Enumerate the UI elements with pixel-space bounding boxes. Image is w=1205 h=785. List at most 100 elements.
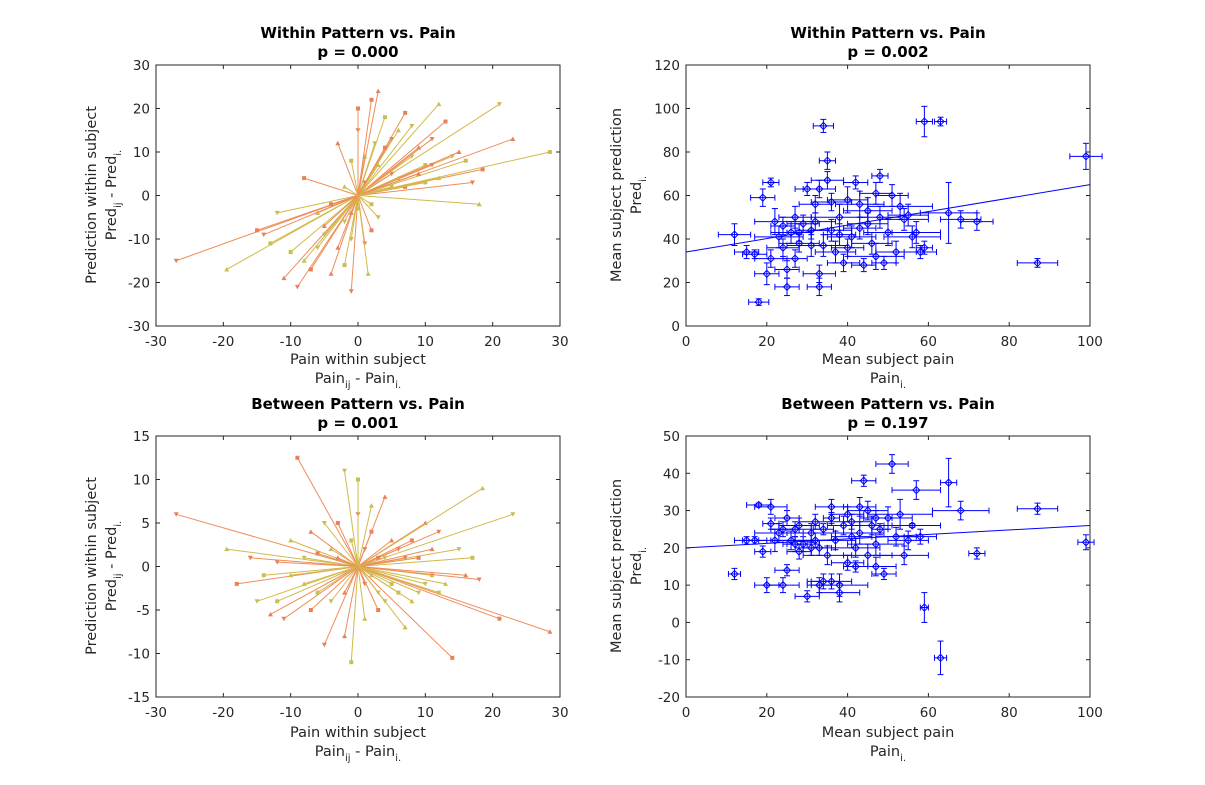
data-line xyxy=(357,566,426,585)
error-bar xyxy=(887,530,929,551)
data-point xyxy=(1033,504,1042,513)
error-bar xyxy=(810,573,869,597)
data-point xyxy=(224,546,230,552)
data-point xyxy=(255,228,259,233)
data-point xyxy=(375,88,381,94)
error-bar xyxy=(782,249,808,268)
subplot-between-scatter: Between Pattern vs. Pain p = 0.001 -30 -2… xyxy=(84,395,569,764)
data-line xyxy=(357,182,366,196)
data-point xyxy=(267,611,273,617)
subplot-2-title: Within Pattern vs. Pain xyxy=(790,24,985,42)
data-point xyxy=(835,230,844,239)
data-point xyxy=(815,184,824,194)
data-line xyxy=(310,531,359,567)
x-tick-label: 100 xyxy=(1077,334,1103,350)
data-point xyxy=(847,232,856,242)
error-bar xyxy=(940,457,958,508)
data-point xyxy=(782,282,792,292)
data-point xyxy=(811,536,820,545)
data-point xyxy=(912,485,921,495)
data-point xyxy=(895,510,905,519)
data-point xyxy=(436,590,441,595)
data-point xyxy=(730,569,739,579)
error-bar xyxy=(847,500,889,521)
y-tick-label: 40 xyxy=(663,232,680,248)
data-point xyxy=(389,184,395,190)
x-tick-label: -20 xyxy=(212,334,234,350)
error-bar xyxy=(782,536,808,553)
subplot-4-ylabel2: Predi. xyxy=(629,547,649,585)
subplot-3-ylabel: Prediction within subject xyxy=(84,477,100,655)
data-point xyxy=(766,178,776,187)
data-point xyxy=(827,577,836,586)
data-point xyxy=(274,210,280,216)
data-point xyxy=(349,660,354,665)
data-point xyxy=(395,127,401,133)
data-point xyxy=(173,512,179,517)
y-tick-label: 80 xyxy=(663,145,680,161)
data-line xyxy=(357,195,480,205)
data-point xyxy=(936,117,945,126)
data-line xyxy=(344,186,359,196)
data-point xyxy=(422,581,428,587)
data-point xyxy=(867,239,877,248)
data-line xyxy=(357,566,419,594)
data-point xyxy=(855,223,864,233)
data-line xyxy=(350,566,359,663)
data-point xyxy=(348,210,354,215)
x-tick-label: 20 xyxy=(758,334,775,350)
data-point xyxy=(369,202,374,207)
y-tick-label: 10 xyxy=(133,473,150,489)
error-bar xyxy=(859,510,893,526)
data-line xyxy=(350,160,359,196)
data-point xyxy=(815,580,824,590)
data-line xyxy=(357,566,453,659)
data-point xyxy=(790,254,800,263)
data-point xyxy=(807,226,816,235)
data-line xyxy=(277,195,359,214)
data-line xyxy=(350,195,359,292)
y-tick-label: -10 xyxy=(128,647,150,663)
data-point xyxy=(294,284,300,290)
data-point xyxy=(342,590,348,595)
data-point xyxy=(762,269,772,279)
data-point xyxy=(782,566,792,575)
data-point xyxy=(268,241,273,246)
data-point xyxy=(288,250,293,255)
data-point xyxy=(403,110,408,115)
error-bar xyxy=(770,216,796,236)
y-tick-label: -10 xyxy=(658,653,680,669)
data-point xyxy=(409,154,415,159)
error-bar xyxy=(1016,502,1059,515)
data-point xyxy=(375,162,381,168)
error-bar xyxy=(812,118,834,133)
data-point xyxy=(859,476,868,485)
x-tick-label: 0 xyxy=(682,334,691,350)
subplot-1-ylabel2: Predij - Predi. xyxy=(104,150,124,241)
data-line xyxy=(337,522,359,567)
data-line xyxy=(310,566,359,611)
data-point xyxy=(497,616,502,621)
data-point xyxy=(382,555,388,561)
data-point xyxy=(335,521,340,525)
error-bar xyxy=(818,151,836,170)
data-line xyxy=(323,522,359,567)
subplot-1-ylabel: Prediction within subject xyxy=(84,106,100,284)
error-bar xyxy=(915,105,933,138)
data-point xyxy=(301,258,307,263)
subplot-4-xlabel2: Paini. xyxy=(870,744,906,764)
data-point xyxy=(430,573,435,578)
data-point xyxy=(402,555,408,561)
data-line xyxy=(357,566,480,581)
data-line xyxy=(357,164,433,196)
data-point xyxy=(1081,152,1091,161)
y-tick-label: 5 xyxy=(141,516,150,532)
y-tick-label: 0 xyxy=(141,560,150,576)
data-point xyxy=(782,513,792,523)
data-point xyxy=(871,513,881,523)
error-bar xyxy=(810,573,853,590)
data-line xyxy=(357,195,372,231)
data-line xyxy=(357,566,366,619)
data-point xyxy=(423,180,428,185)
data-point xyxy=(443,581,449,586)
